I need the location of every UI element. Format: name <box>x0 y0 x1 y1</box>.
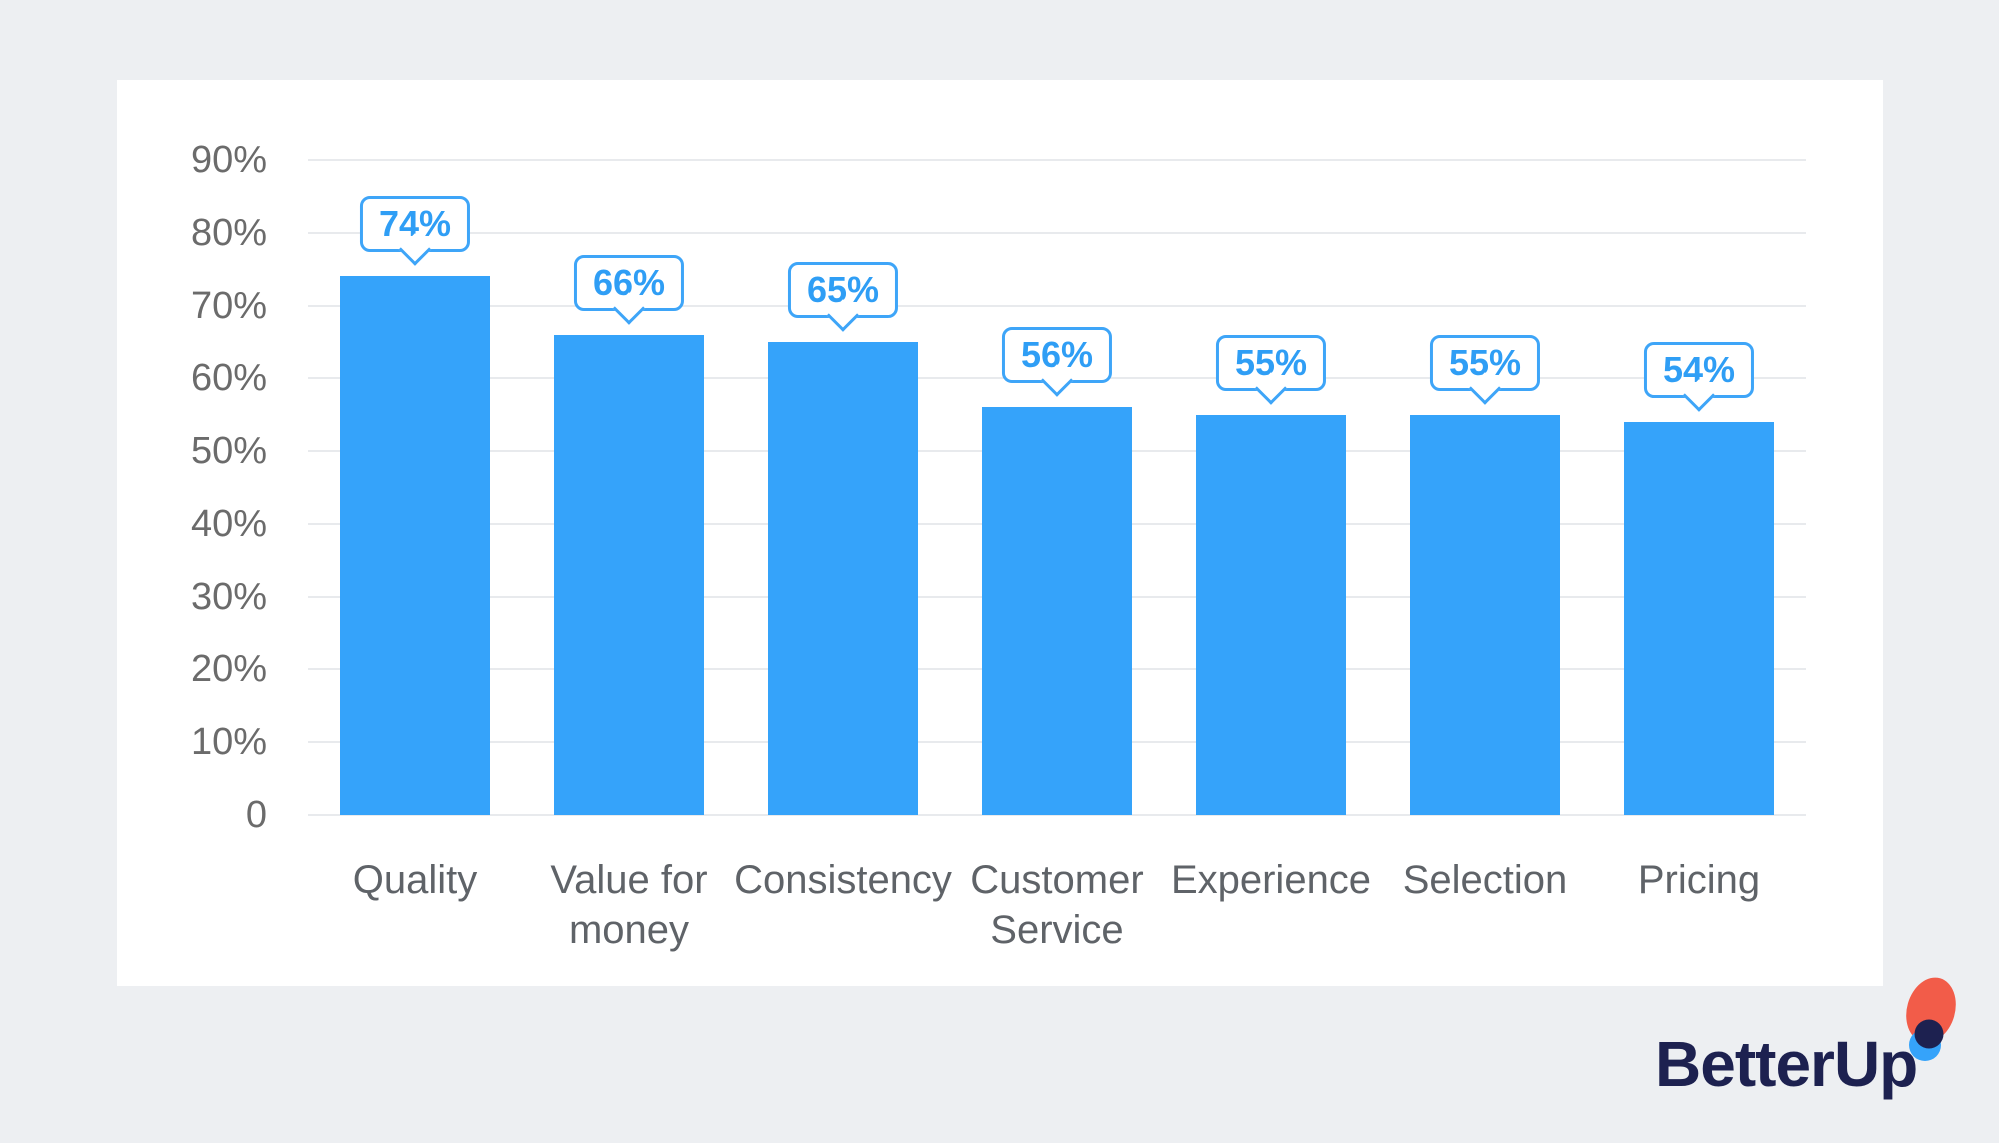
bar-quality <box>340 276 490 815</box>
value-callout: 54% <box>1643 342 1755 412</box>
gridline <box>308 304 1806 307</box>
y-axis-tick-label: 80% <box>190 211 267 254</box>
x-axis-category-label: Value for money <box>550 858 708 952</box>
value-callout: 74% <box>359 196 471 267</box>
bar-selection <box>1410 414 1560 815</box>
gridline <box>308 159 1806 161</box>
value-callout: 66% <box>573 254 685 325</box>
value-callout: 55% <box>1215 334 1327 405</box>
value-callout: 56% <box>1001 327 1113 398</box>
x-axis-category-label: Pricing <box>1637 858 1761 902</box>
y-axis-tick-label: 0 <box>245 794 267 836</box>
bar-value-for-money <box>554 334 704 815</box>
value-callout: 65% <box>787 261 899 332</box>
y-axis-tick-label: 40% <box>190 502 267 545</box>
gridline <box>308 814 1806 816</box>
y-axis-tick-label: 70% <box>190 284 267 327</box>
x-axis-category-label: Experience <box>1170 858 1372 902</box>
value-callout: 55% <box>1429 334 1541 405</box>
y-axis-tick-label: 20% <box>190 648 267 691</box>
bar-pricing <box>1624 422 1774 815</box>
y-axis-tick-label: 30% <box>190 575 267 618</box>
y-axis-tick-label: 10% <box>190 721 267 764</box>
gridline <box>308 231 1806 234</box>
x-axis-category-label: Consistency <box>734 858 952 902</box>
y-axis-tick-label: 90% <box>190 139 267 181</box>
betterup-logo-mark-icon <box>1906 977 1956 1061</box>
bar-chart-plot-area: 74% 66% 65% 56% 55% 55% 54% <box>308 159 1806 816</box>
bar-consistency <box>768 341 918 815</box>
y-axis-tick-label: 60% <box>190 357 267 400</box>
y-axis-tick-label: 50% <box>190 430 267 473</box>
x-axis-category-label: Quality <box>352 858 478 902</box>
x-axis-category-label: Selection <box>1402 858 1568 902</box>
betterup-logo: BetterUp <box>1655 1028 1918 1100</box>
bar-customer-service <box>982 407 1132 815</box>
chart-card: 74% 66% 65% 56% 55% 55% 54% 90% 80% 70% 60% 50% 40%… <box>117 80 1883 986</box>
x-axis-category-label: Customer Service <box>970 858 1144 952</box>
bar-experience <box>1196 414 1346 815</box>
betterup-logo-text: BetterUp <box>1655 1028 1918 1100</box>
